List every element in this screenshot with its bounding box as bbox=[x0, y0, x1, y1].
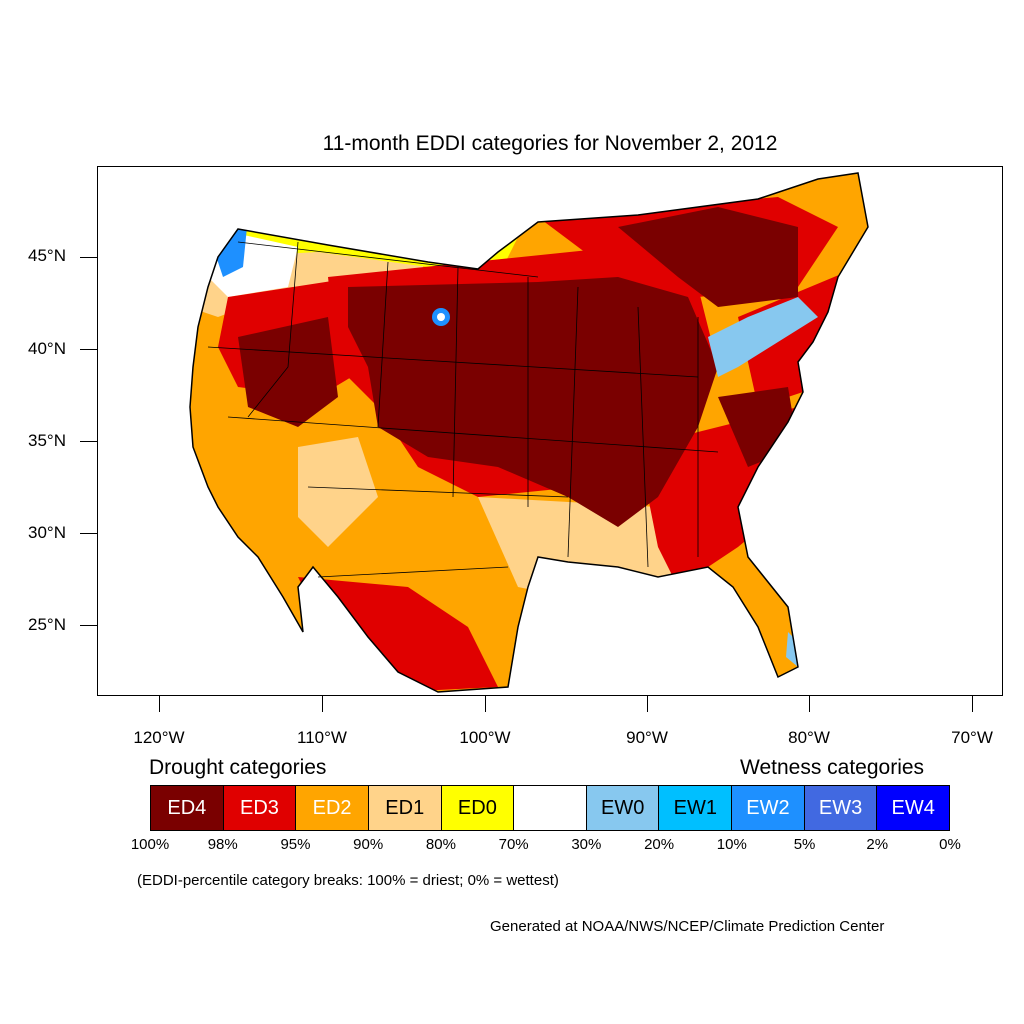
percentile-break-label: 2% bbox=[866, 836, 889, 853]
lat-tick bbox=[80, 625, 97, 626]
wetness-heading: Wetness categories bbox=[740, 756, 925, 779]
drought-heading: Drought categories bbox=[149, 756, 327, 779]
lon-label-100: 100°W bbox=[459, 728, 511, 747]
percentile-break-label: 70% bbox=[498, 836, 529, 853]
legend-swatch-ed0: ED0 bbox=[441, 786, 515, 830]
eddi-map bbox=[189, 172, 869, 693]
percentile-break-label: 30% bbox=[571, 836, 602, 853]
legend-swatch-ed3: ED3 bbox=[223, 786, 297, 830]
lat-label-45: 45°N bbox=[28, 246, 66, 265]
percentile-break-label: 100% bbox=[130, 836, 170, 853]
lon-label-80: 80°W bbox=[788, 728, 830, 747]
legend-colorbar: ED4 ED3 ED2 ED1 ED0 EW0 EW1 EW2 EW3 EW4 bbox=[150, 785, 950, 831]
lon-tick bbox=[159, 696, 160, 712]
category-note: (EDDI-percentile category breaks: 100% =… bbox=[137, 872, 559, 889]
legend-swatch-neutral bbox=[514, 786, 587, 830]
lat-tick bbox=[80, 257, 97, 258]
percentile-break-label: 90% bbox=[353, 836, 384, 853]
percentile-break-label: 5% bbox=[793, 836, 816, 853]
lon-tick bbox=[647, 696, 648, 712]
lat-label-35: 35°N bbox=[28, 431, 66, 450]
percentile-break-label: 0% bbox=[939, 836, 961, 853]
lat-tick bbox=[80, 349, 97, 350]
lon-tick bbox=[485, 696, 486, 712]
percentile-break-label: 95% bbox=[280, 836, 311, 853]
lon-label-90: 90°W bbox=[626, 728, 668, 747]
lat-tick bbox=[80, 533, 97, 534]
legend-swatch-ed1: ED1 bbox=[368, 786, 442, 830]
legend-swatch-ew1: EW1 bbox=[659, 786, 733, 830]
credit-text: Generated at NOAA/NWS/NCEP/Climate Predi… bbox=[490, 918, 885, 935]
lon-tick bbox=[322, 696, 323, 712]
percentile-break-label: 80% bbox=[425, 836, 456, 853]
legend-swatch-ed4: ED4 bbox=[151, 786, 224, 830]
lat-label-30: 30°N bbox=[28, 523, 66, 542]
legend-swatch-ed2: ED2 bbox=[296, 786, 369, 830]
percentile-break-label: 10% bbox=[716, 836, 747, 853]
lon-label-110: 110°W bbox=[297, 728, 347, 747]
legend-swatch-ew2: EW2 bbox=[732, 786, 805, 830]
lon-label-70: 70°W bbox=[951, 728, 993, 747]
legend-swatch-ew3: EW3 bbox=[804, 786, 878, 830]
legend-swatch-ew0: EW0 bbox=[586, 786, 660, 830]
lat-label-25: 25°N bbox=[28, 615, 66, 634]
lat-tick bbox=[80, 441, 97, 442]
lon-tick bbox=[809, 696, 810, 712]
map-panel bbox=[97, 166, 1003, 696]
lon-tick bbox=[972, 696, 973, 712]
percentile-break-label: 98% bbox=[207, 836, 238, 853]
percentile-break-label: 20% bbox=[644, 836, 675, 853]
legend-swatch-ew4: EW4 bbox=[877, 786, 950, 830]
map-title: 11-month EDDI categories for November 2,… bbox=[322, 132, 778, 155]
lat-label-40: 40°N bbox=[28, 339, 66, 358]
lon-label-120: 120°W bbox=[133, 728, 185, 747]
